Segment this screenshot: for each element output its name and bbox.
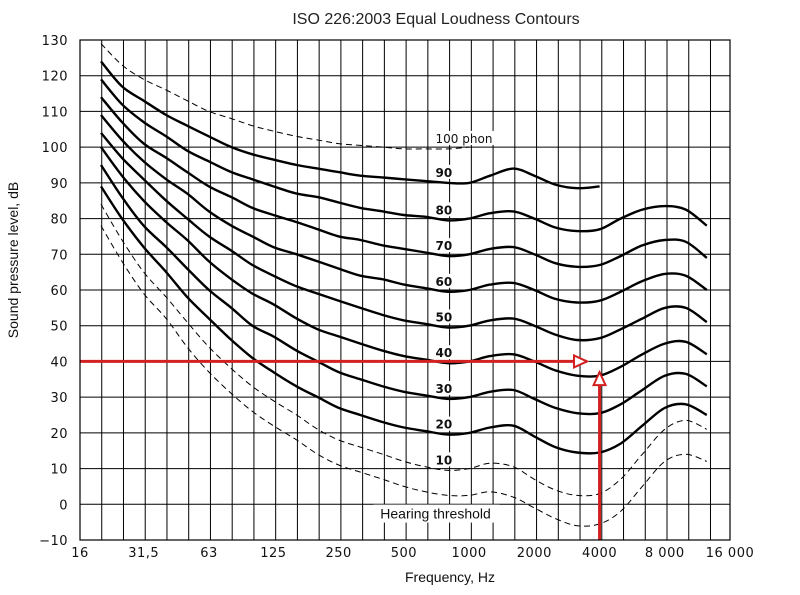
contour-line (100, 43, 470, 150)
contour-line (99, 164, 708, 416)
arrow-head (572, 353, 590, 369)
contour-curves (99, 43, 708, 527)
y-tick-label: 40 (50, 355, 68, 370)
x-tick-label: 16 (71, 546, 89, 561)
x-tick-label: 2000 (517, 546, 552, 561)
y-axis-label: Sound pressure level, dB (5, 182, 21, 338)
x-tick-labels: 16 31,5 63 125 250 500 1000 2000 4000 8 000 16 000 (71, 546, 754, 561)
arrow-head (591, 369, 608, 387)
contour-label: 60 (436, 275, 453, 289)
y-tick-label: 90 (50, 177, 68, 192)
label-bg (433, 202, 454, 217)
x-tick-label: 16 000 (706, 546, 755, 561)
x-tick-label: 250 (325, 546, 351, 561)
contour-line (100, 114, 708, 304)
label-bg (433, 380, 454, 395)
x-tick-label: 8 000 (645, 546, 685, 561)
x-tick-label: 31,5 (128, 546, 159, 561)
y-tick-label: 130 (42, 34, 68, 49)
x-tick-label: 500 (391, 546, 417, 561)
label-bg (433, 309, 454, 324)
y-tick-label: 20 (50, 427, 68, 442)
contour-line (99, 185, 708, 455)
y-tick-label: 120 (42, 70, 68, 85)
y-tick-label: −10 (39, 534, 68, 549)
annotation-arrows: Hearing threshold (80, 353, 608, 540)
label-bg (433, 164, 454, 179)
y-tick-label: 10 (50, 463, 68, 478)
grid (79, 39, 730, 541)
x-tick-label: 1000 (452, 546, 487, 561)
y-tick-label: 80 (50, 213, 68, 228)
contour-label: 90 (436, 166, 453, 180)
y-tick-label: 60 (50, 284, 68, 299)
contour-label: 40 (436, 346, 453, 360)
contour-line (100, 225, 707, 527)
y-tick-label: 110 (42, 105, 68, 120)
annotation-bg (373, 504, 500, 523)
label-bg (433, 238, 454, 253)
y-tick-label: 50 (50, 320, 68, 335)
contour-label: 100 phon (436, 132, 493, 146)
contour-label: 70 (436, 239, 453, 253)
contour-line (100, 204, 708, 497)
contour-label: 80 (436, 203, 453, 217)
plot-frame (79, 39, 731, 541)
y-tick-label: 30 (50, 391, 68, 406)
contour-label: 10 (436, 453, 453, 467)
contour-line (100, 146, 708, 378)
contour-line (100, 78, 708, 233)
label-bg (433, 452, 454, 467)
x-tick-label: 63 (200, 546, 218, 561)
y-tick-label: 70 (50, 248, 68, 263)
y-tick-label: 100 (42, 141, 68, 156)
contour-line (100, 60, 600, 190)
contour-line (100, 132, 708, 342)
contour-labels: 10 20 30 40 50 60 70 80 90 100 phon (433, 130, 496, 467)
label-bg (433, 416, 454, 431)
chart-title: ISO 226:2003 Equal Loudness Contours (292, 11, 579, 28)
x-tick-label: 4000 (582, 546, 617, 561)
contour-label: 50 (436, 311, 453, 325)
x-tick-label: 125 (260, 546, 286, 561)
y-tick-label: 0 (59, 498, 68, 513)
contour-line (100, 96, 708, 269)
label-bg (433, 345, 454, 360)
label-bg (433, 130, 496, 145)
contour-label: 20 (436, 418, 453, 432)
hearing-threshold-label: Hearing threshold (380, 506, 491, 522)
label-bg (433, 273, 454, 288)
x-axis-label: Frequency, Hz (405, 569, 495, 585)
contour-label: 30 (436, 382, 453, 396)
